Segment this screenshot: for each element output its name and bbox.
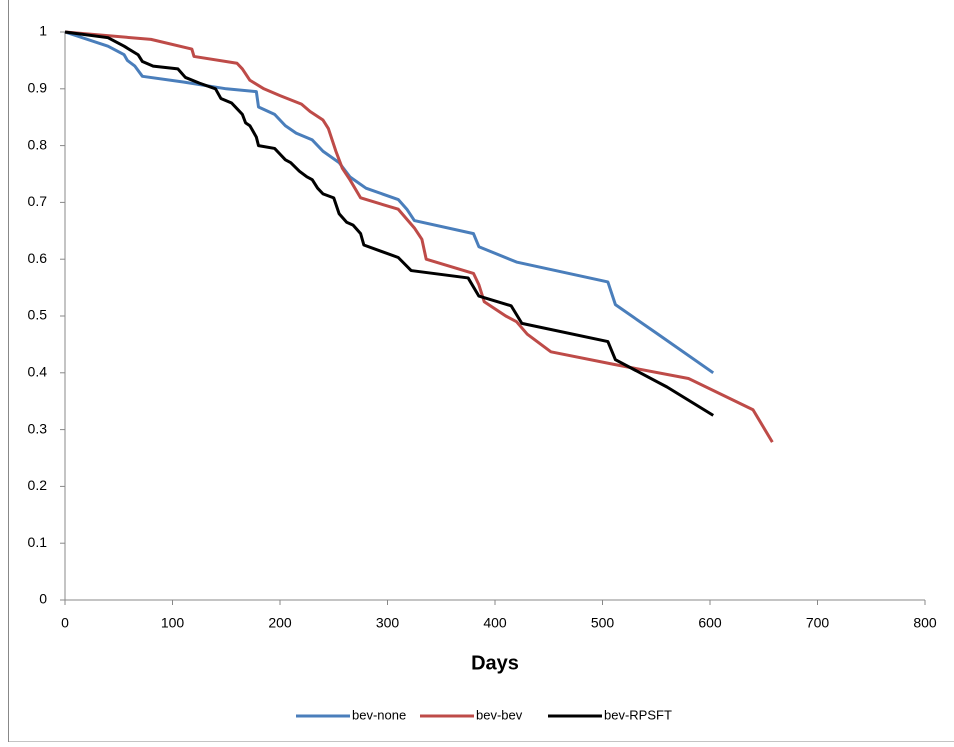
x-tick-label: 600 xyxy=(698,615,722,631)
x-tick-label: 400 xyxy=(483,615,507,631)
x-tick-label: 300 xyxy=(376,615,400,631)
legend-label: bev-bev xyxy=(476,707,523,722)
y-tick-label: 1 xyxy=(39,23,47,39)
series-line xyxy=(65,32,713,373)
x-axis-title: Days xyxy=(471,652,519,674)
x-tick-label: 500 xyxy=(591,615,615,631)
x-tick-label: 0 xyxy=(61,615,69,631)
series-line xyxy=(65,32,772,442)
y-tick-label: 0.1 xyxy=(28,534,48,550)
y-tick-label: 0.8 xyxy=(28,136,48,152)
y-tick-label: 0.9 xyxy=(28,80,48,96)
legend-label: bev-none xyxy=(352,707,406,722)
y-tick-label: 0 xyxy=(39,591,47,607)
legend-label: bev-RPSFT xyxy=(604,707,672,722)
x-tick-label: 200 xyxy=(268,615,292,631)
y-tick-label: 0.6 xyxy=(28,250,48,266)
y-tick-label: 0.3 xyxy=(28,420,48,436)
y-tick-label: 0.4 xyxy=(28,364,48,380)
y-tick-label: 0.7 xyxy=(28,193,48,209)
y-tick-label: 0.5 xyxy=(28,307,48,323)
x-tick-label: 700 xyxy=(806,615,830,631)
y-tick-label: 0.2 xyxy=(28,477,48,493)
x-tick-label: 100 xyxy=(161,615,185,631)
series-line xyxy=(65,32,713,415)
x-tick-label: 800 xyxy=(913,615,937,631)
